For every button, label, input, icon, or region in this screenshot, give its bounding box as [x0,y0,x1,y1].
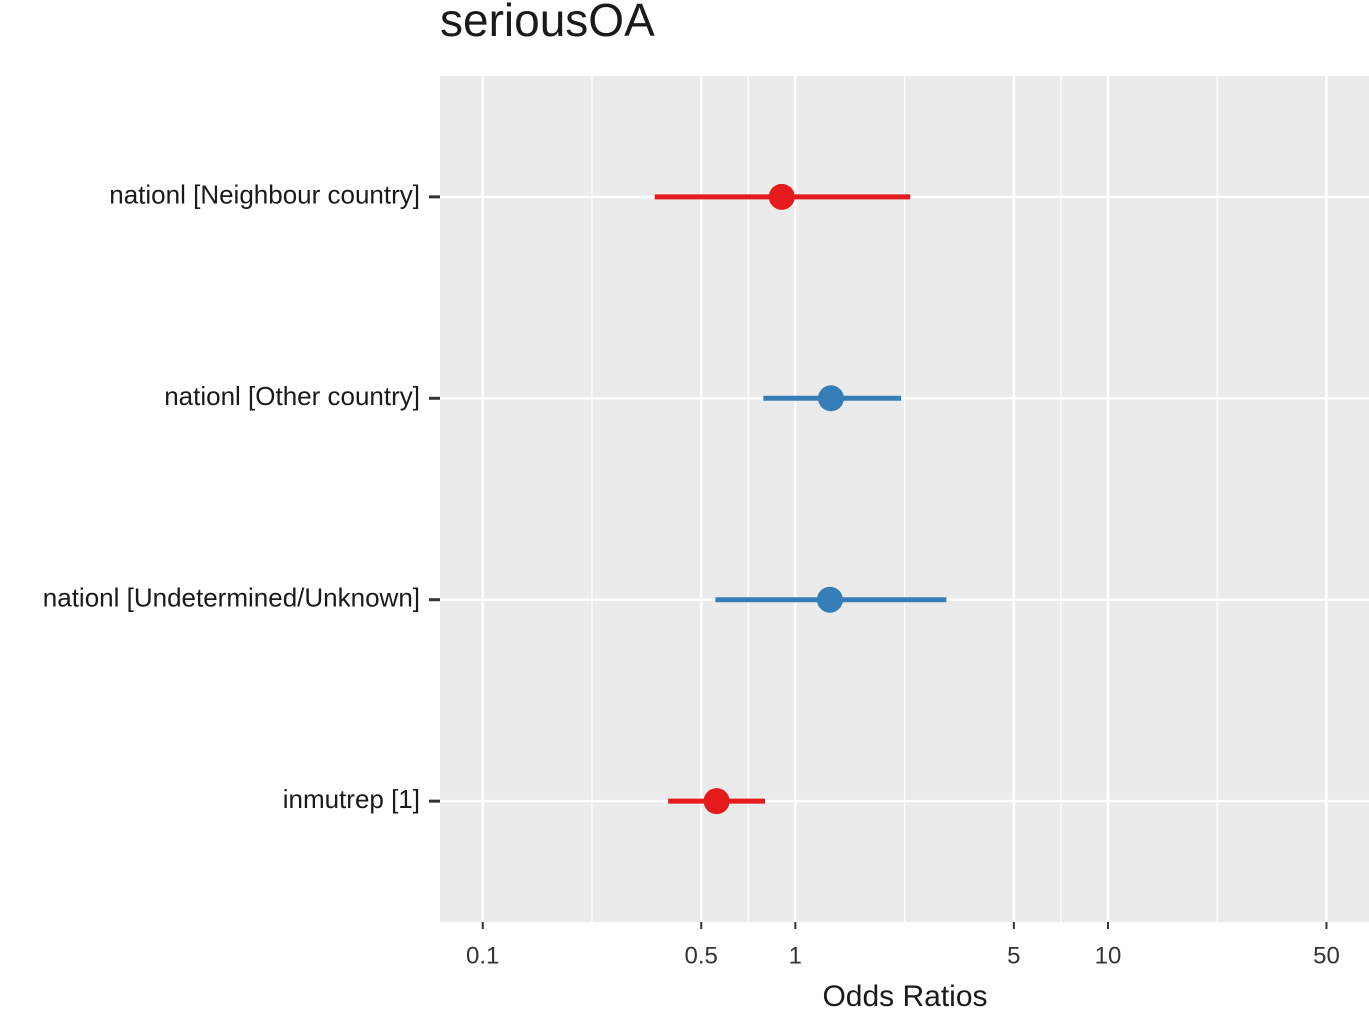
x-tick-label: 10 [1095,942,1122,969]
chart-title: seriousOA [440,0,655,46]
x-tick-label: 0.5 [685,942,718,969]
y-tick-label: nationl [Neighbour country] [109,180,420,210]
y-tick-label: nationl [Undetermined/Unknown] [43,583,420,613]
point [816,586,843,613]
x-tick-label: 50 [1313,942,1340,969]
x-tick-label: 1 [789,942,802,969]
x-tick-label: 5 [1007,942,1020,969]
point [817,385,844,412]
x-tick-label: 0.1 [466,942,499,969]
y-tick-label: inmutrep [1] [283,784,420,814]
y-tick-label: nationl [Other country] [164,381,420,411]
x-axis-label: Odds Ratios [822,980,987,1009]
point [768,183,795,210]
point [703,788,730,815]
